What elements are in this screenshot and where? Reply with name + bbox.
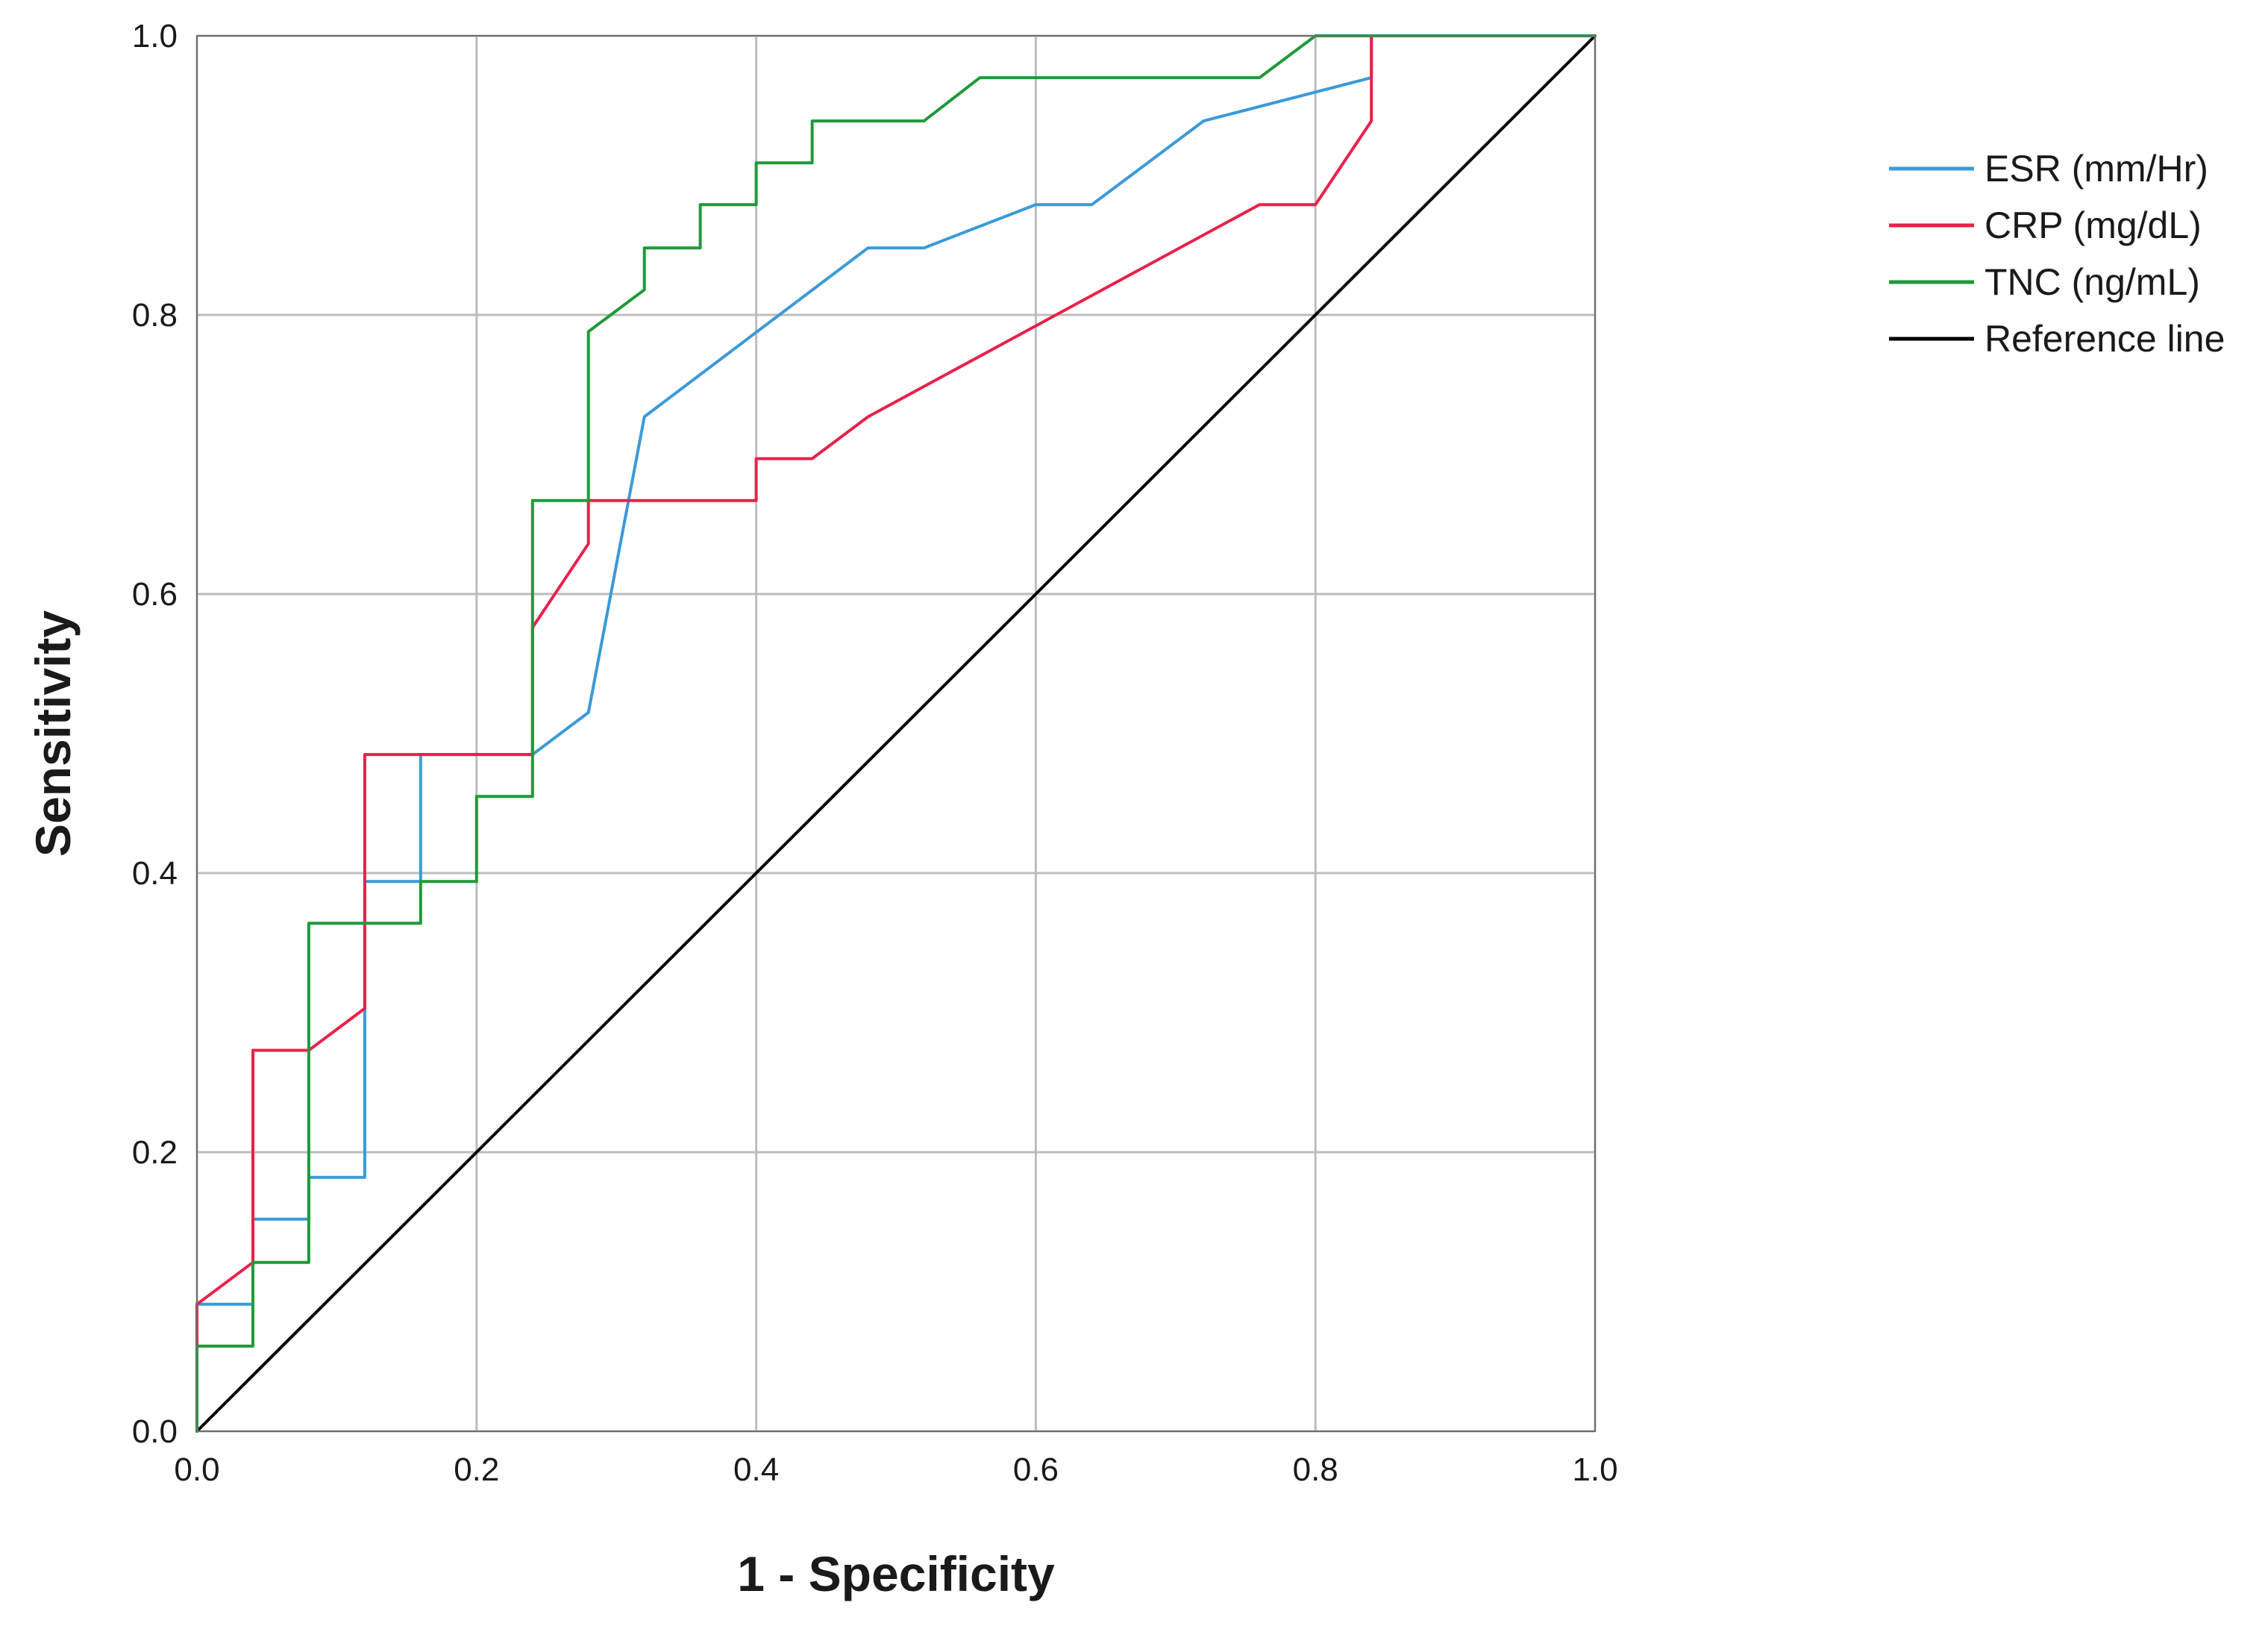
- y-tick-label: 0.4: [132, 855, 178, 892]
- x-tick-label: 0.2: [454, 1451, 499, 1488]
- series-line-reference-line: [195, 34, 1597, 1433]
- grid-lines: [195, 34, 1597, 1433]
- legend: ESR (mm/Hr) CRP (mg/dL) TNC (ng/mL) Referen…: [1889, 148, 2225, 360]
- series-line-crp-mg-dl: [195, 34, 1597, 1433]
- tick-labels: 0.0 0.2 0.4 0.6 0.8 1.0 0.0 0.2 0.4 0.6 0.8 1.0: [132, 18, 1618, 1488]
- legend-label-esr-mm-hr: ESR (mm/Hr): [1985, 148, 2208, 190]
- x-tick-label: 0.8: [1293, 1451, 1338, 1488]
- series-lines: [195, 34, 1597, 1433]
- legend-label-crp-mg-dl: CRP (mg/dL): [1985, 204, 2202, 246]
- y-tick-label: 0.2: [132, 1134, 178, 1171]
- legend-label-reference-line: Reference line: [1985, 318, 2225, 360]
- y-tick-label: 0.8: [132, 297, 178, 334]
- x-tick-label: 0.6: [1013, 1451, 1059, 1488]
- series-line-tnc-ng-ml: [195, 34, 1597, 1433]
- plot-frame: [196, 35, 1596, 1432]
- x-tick-label: 1.0: [1572, 1451, 1617, 1488]
- legend-label-tnc-ng-ml: TNC (ng/mL): [1985, 261, 2200, 303]
- y-tick-label: 0.0: [132, 1413, 178, 1450]
- y-tick-label: 0.6: [132, 576, 178, 613]
- x-tick-label: 0.0: [174, 1451, 219, 1488]
- x-tick-label: 0.4: [733, 1451, 779, 1488]
- y-tick-label: 1.0: [132, 18, 178, 54]
- x-axis-title: 1 - Specificity: [737, 1546, 1055, 1601]
- y-axis-title: Sensitivity: [25, 610, 81, 857]
